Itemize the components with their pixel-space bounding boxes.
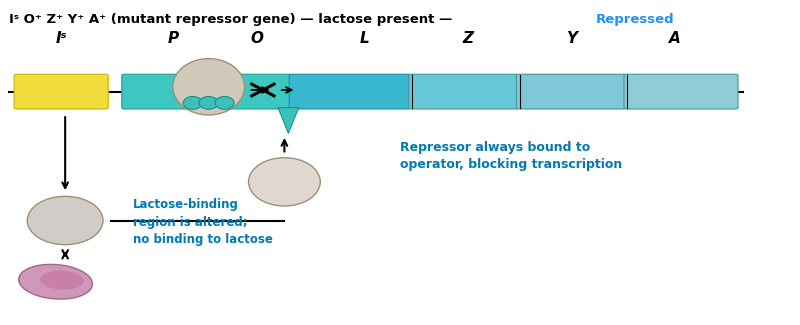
FancyBboxPatch shape <box>409 74 518 109</box>
Ellipse shape <box>249 158 320 206</box>
Ellipse shape <box>199 97 218 109</box>
Ellipse shape <box>18 264 93 299</box>
Text: Repressor always bound to
operator, blocking transcription: Repressor always bound to operator, bloc… <box>400 141 622 171</box>
Ellipse shape <box>40 270 84 290</box>
Text: Iˢ: Iˢ <box>55 31 67 46</box>
Text: O: O <box>250 31 263 46</box>
Text: A: A <box>669 31 681 46</box>
Ellipse shape <box>183 97 202 109</box>
Ellipse shape <box>173 58 245 115</box>
Text: Lactose-binding
region is altered;
no binding to lactose: Lactose-binding region is altered; no bi… <box>133 198 273 246</box>
FancyBboxPatch shape <box>202 74 291 109</box>
Polygon shape <box>278 108 298 134</box>
FancyBboxPatch shape <box>289 74 411 109</box>
Ellipse shape <box>27 196 103 245</box>
Text: P: P <box>167 31 178 46</box>
Ellipse shape <box>215 97 234 109</box>
Text: Y: Y <box>566 31 577 46</box>
Text: L: L <box>359 31 369 46</box>
FancyBboxPatch shape <box>516 74 626 109</box>
FancyBboxPatch shape <box>624 74 738 109</box>
Text: Iˢ O⁺ Z⁺ Y⁺ A⁺ (mutant repressor gene) — lactose present —: Iˢ O⁺ Z⁺ Y⁺ A⁺ (mutant repressor gene) —… <box>10 13 458 26</box>
FancyBboxPatch shape <box>14 74 108 109</box>
Text: Z: Z <box>462 31 474 46</box>
Text: Repressed: Repressed <box>595 13 674 26</box>
FancyBboxPatch shape <box>122 74 204 109</box>
